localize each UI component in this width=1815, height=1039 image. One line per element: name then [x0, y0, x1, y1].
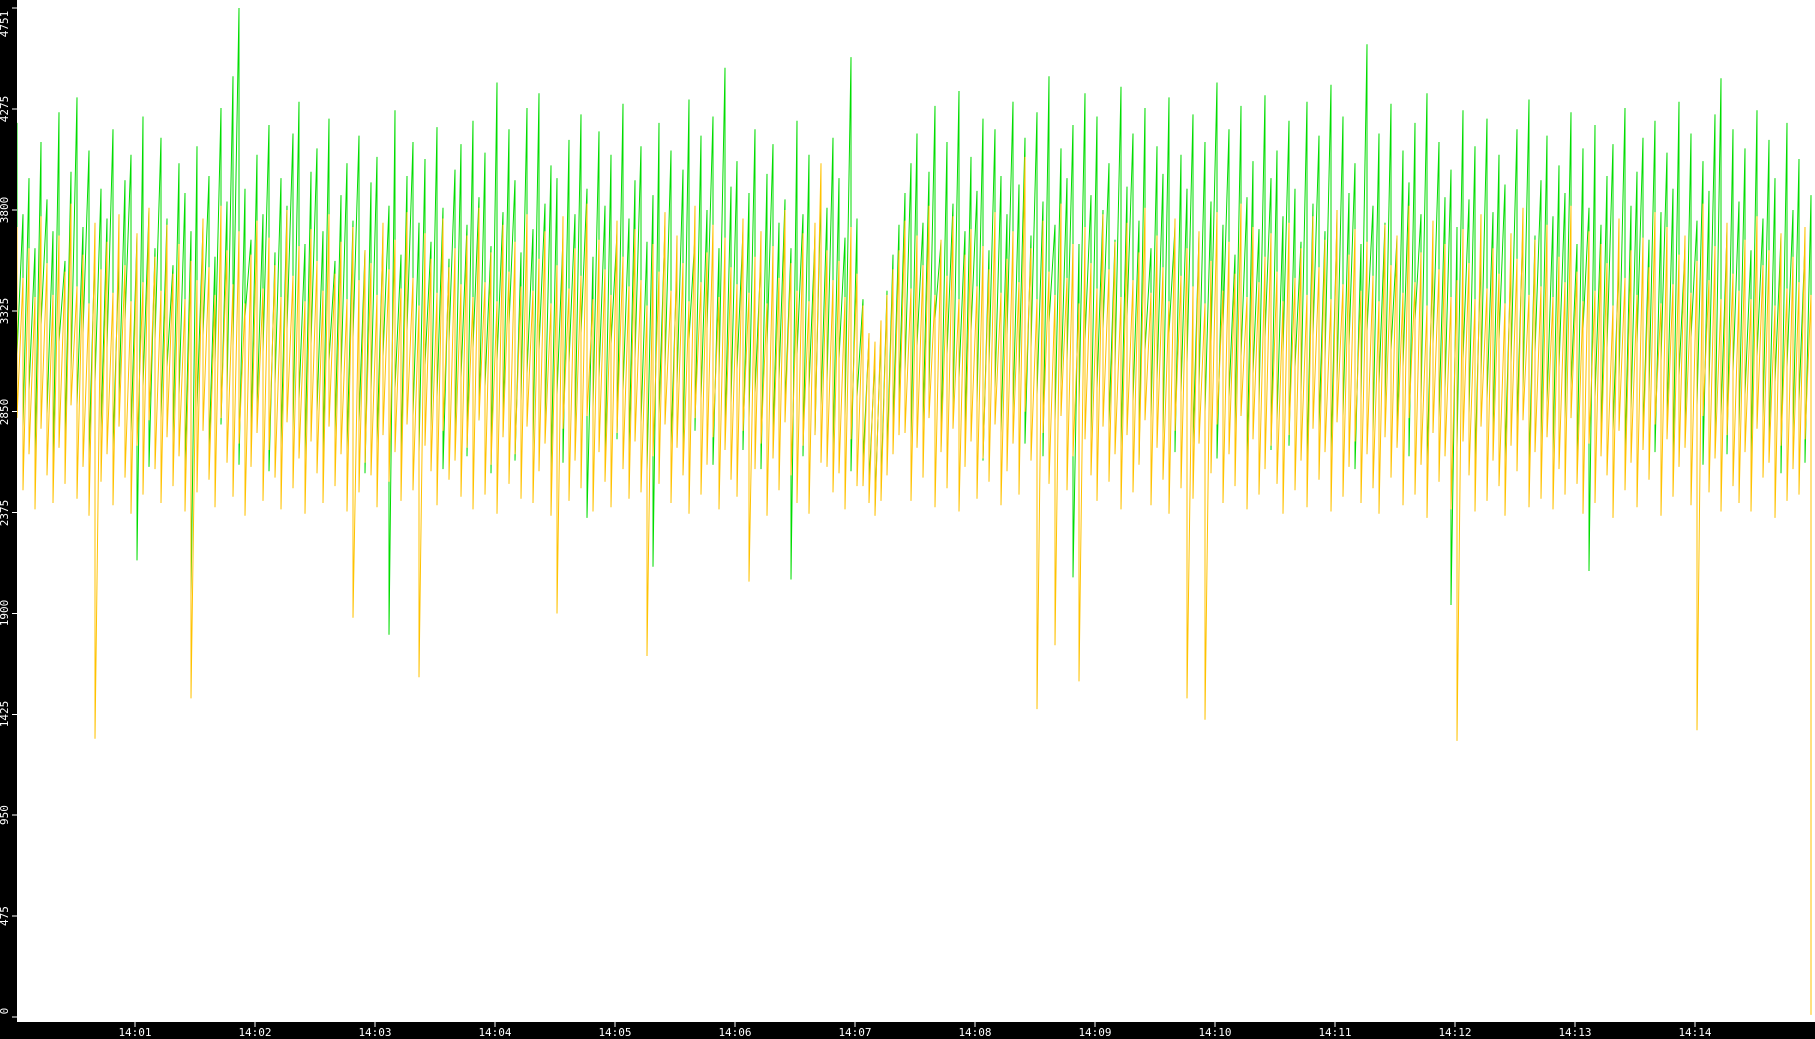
x-tick-label: 14:12 — [1438, 1026, 1471, 1039]
x-tick-label: 14:11 — [1318, 1026, 1351, 1039]
x-tick-label: 14:05 — [598, 1026, 631, 1039]
x-tick-label: 14:02 — [238, 1026, 271, 1039]
x-tick-label: 14:04 — [478, 1026, 511, 1039]
y-tick-label: 1425 — [0, 701, 11, 728]
y-tick-label: 475 — [0, 906, 11, 926]
y-tick-label: 4751 — [0, 11, 11, 38]
x-tick-label: 14:07 — [838, 1026, 871, 1039]
x-tick-label: 14:13 — [1558, 1026, 1591, 1039]
x-axis-bar — [0, 1022, 1815, 1039]
y-tick-label: 0 — [0, 1008, 11, 1015]
x-tick-label: 14:09 — [1078, 1026, 1111, 1039]
series-orange-line — [16, 156, 1812, 1015]
x-tick-label: 14:01 — [118, 1026, 151, 1039]
y-axis-bar — [0, 0, 17, 1039]
x-tick-label: 14:14 — [1678, 1026, 1711, 1039]
y-tick-label: 2375 — [0, 500, 11, 527]
series-green-line — [16, 7, 1812, 635]
x-tick-label: 14:10 — [1198, 1026, 1231, 1039]
y-tick-label: 4275 — [0, 96, 11, 123]
y-tick-label: 3800 — [0, 197, 11, 224]
x-tick-label: 14:06 — [718, 1026, 751, 1039]
x-tick-label: 14:08 — [958, 1026, 991, 1039]
y-tick-label: 1900 — [0, 600, 11, 627]
y-tick-label: 2850 — [0, 399, 11, 426]
x-tick-label: 14:03 — [358, 1026, 391, 1039]
y-tick-label: 950 — [0, 805, 11, 825]
y-tick-label: 3325 — [0, 298, 11, 325]
